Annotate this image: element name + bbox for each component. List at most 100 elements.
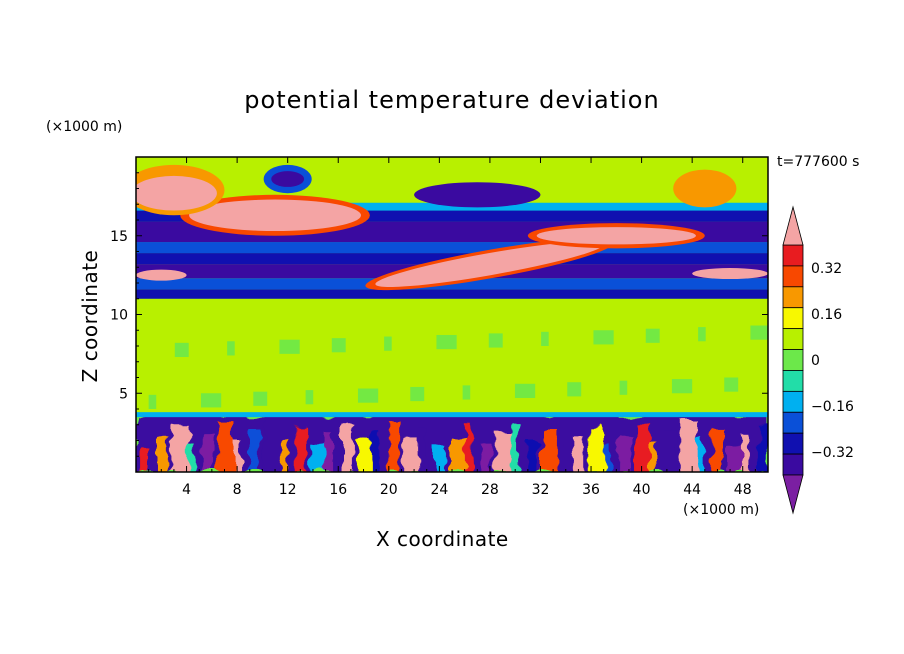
colorbar-extend-min xyxy=(782,474,804,515)
field-band xyxy=(136,210,768,222)
y-axis-label: Z coordinate xyxy=(78,249,102,383)
colorbar-label: 0.32 xyxy=(811,261,842,277)
field-patch xyxy=(305,390,314,405)
time-annotation: t=777600 s xyxy=(777,154,860,170)
field-plume xyxy=(603,445,611,472)
field-patch xyxy=(436,334,457,350)
field-plume xyxy=(742,435,750,472)
field-patch xyxy=(567,382,582,397)
x-axis-label: X coordinate xyxy=(376,527,509,551)
x-tick-label: 48 xyxy=(734,482,752,498)
field-patch xyxy=(514,383,536,398)
field-plume xyxy=(727,446,743,472)
colorbar-bin xyxy=(782,390,804,413)
field-warm-layer xyxy=(136,269,187,281)
field-plume xyxy=(541,429,558,472)
x-tick-label: 20 xyxy=(380,482,398,498)
field-plume xyxy=(495,432,512,472)
field-plume xyxy=(619,434,631,472)
field-patch xyxy=(384,336,392,351)
field-plume xyxy=(634,423,651,472)
field-band xyxy=(136,289,768,299)
field-patch xyxy=(410,386,425,402)
field-neutral-layer xyxy=(136,298,768,417)
field-patch xyxy=(357,388,379,403)
field-plume xyxy=(233,440,241,472)
field-cold-cell xyxy=(414,182,541,208)
field-patch xyxy=(541,331,549,346)
field-warm-layer xyxy=(692,268,768,280)
field-plume xyxy=(387,420,400,472)
field-patch xyxy=(645,328,660,343)
field-plume xyxy=(341,423,353,472)
field-plume xyxy=(696,438,704,472)
field-patch xyxy=(279,339,300,354)
field-band xyxy=(136,242,768,254)
y-axis: 5 10 15 xyxy=(110,172,768,457)
field-patch xyxy=(253,391,268,406)
field-plume xyxy=(572,437,585,472)
field-warm-layer xyxy=(189,199,361,232)
field-patch xyxy=(488,333,503,348)
field-patch xyxy=(174,342,189,358)
field-plume xyxy=(187,443,195,472)
colorbar-bin xyxy=(782,307,804,330)
x-tick-label: 32 xyxy=(532,482,550,498)
field-plume xyxy=(171,424,188,472)
field-plume xyxy=(264,418,281,472)
field-patch xyxy=(750,325,768,340)
field-plume xyxy=(464,424,472,472)
field-inversion-edge xyxy=(136,412,768,418)
x-axis-unit: (×1000 m) xyxy=(683,502,760,518)
x-tick-label: 24 xyxy=(430,482,448,498)
x-tick-label: 44 xyxy=(683,482,701,498)
field-patch xyxy=(148,394,157,409)
field-plume xyxy=(649,442,657,472)
chart-title: potential temperature deviation xyxy=(244,86,660,114)
colorbar-bin xyxy=(782,370,804,392)
field-plume xyxy=(449,435,466,472)
field-plume xyxy=(434,446,446,472)
field-cold-cell xyxy=(271,171,305,187)
field-plume xyxy=(480,443,492,472)
field-patch xyxy=(698,327,706,342)
field-warm-layer xyxy=(136,175,217,211)
field-plume xyxy=(711,427,724,472)
field-plume xyxy=(526,440,538,472)
field-patch xyxy=(227,341,235,356)
contour-field xyxy=(136,157,768,472)
x-tick-label: 28 xyxy=(481,482,499,498)
field-plume xyxy=(295,426,307,472)
field-plume xyxy=(218,421,234,472)
field-plume xyxy=(356,442,373,472)
colorbar-bin xyxy=(782,349,804,371)
colorbar-bin xyxy=(782,286,804,309)
colorbar-bin xyxy=(782,432,804,455)
field-patch xyxy=(619,380,628,395)
colorbar-label: 0 xyxy=(811,353,820,369)
field-patch xyxy=(724,377,739,392)
field-patch xyxy=(200,393,222,408)
colorbar: 0.32 0.16 0 −0.16 −0.32 xyxy=(782,205,854,515)
x-tick-label: 36 xyxy=(582,482,600,498)
colorbar-bin xyxy=(782,244,804,267)
colorbar-label: 0.16 xyxy=(811,307,842,323)
x-tick-label: 4 xyxy=(182,482,191,498)
x-tick-label: 8 xyxy=(233,482,242,498)
colorbar-extend-max xyxy=(782,205,804,246)
field-plume xyxy=(757,424,768,472)
colorbar-bin xyxy=(782,453,804,476)
field-plume xyxy=(279,437,287,472)
field-plume xyxy=(202,432,215,472)
x-tick-label: 40 xyxy=(633,482,651,498)
field-plume xyxy=(372,431,380,472)
colorbar-label: −0.32 xyxy=(811,445,854,461)
field-plume xyxy=(665,431,677,472)
field-warm-layer xyxy=(673,169,737,208)
field-plume xyxy=(403,438,420,472)
field-plume xyxy=(588,426,605,472)
field-plume xyxy=(141,446,149,472)
field-plume xyxy=(249,429,261,472)
colorbar-label: −0.16 xyxy=(811,399,854,415)
field-warm-layer xyxy=(536,227,696,245)
